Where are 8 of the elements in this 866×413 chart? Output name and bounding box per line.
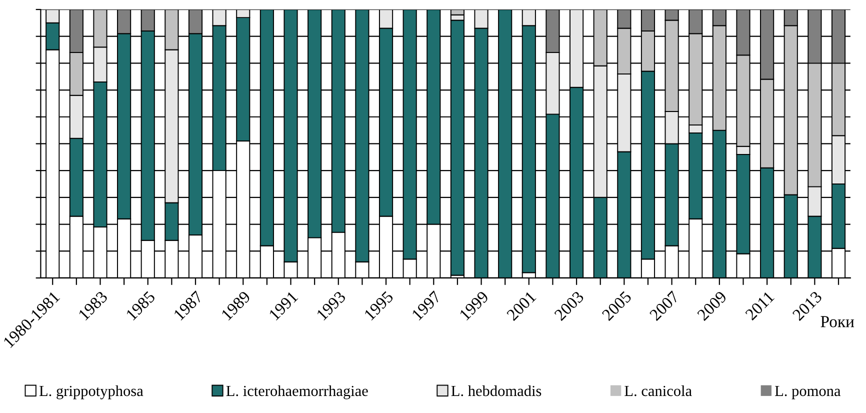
legend-label: L. hebdomadis [451,385,542,396]
legend-label: L. pomona [775,386,841,400]
legend-label: L. grippotyphosa [39,385,144,400]
legend-label: L. icterohaemorrhagiae [226,385,368,400]
legend-label: L. canicola [624,385,692,396]
x-tick-label: 1991 [268,290,298,321]
x-axis-title: Роки [820,316,854,328]
x-tick-label: 2011 [744,290,775,321]
